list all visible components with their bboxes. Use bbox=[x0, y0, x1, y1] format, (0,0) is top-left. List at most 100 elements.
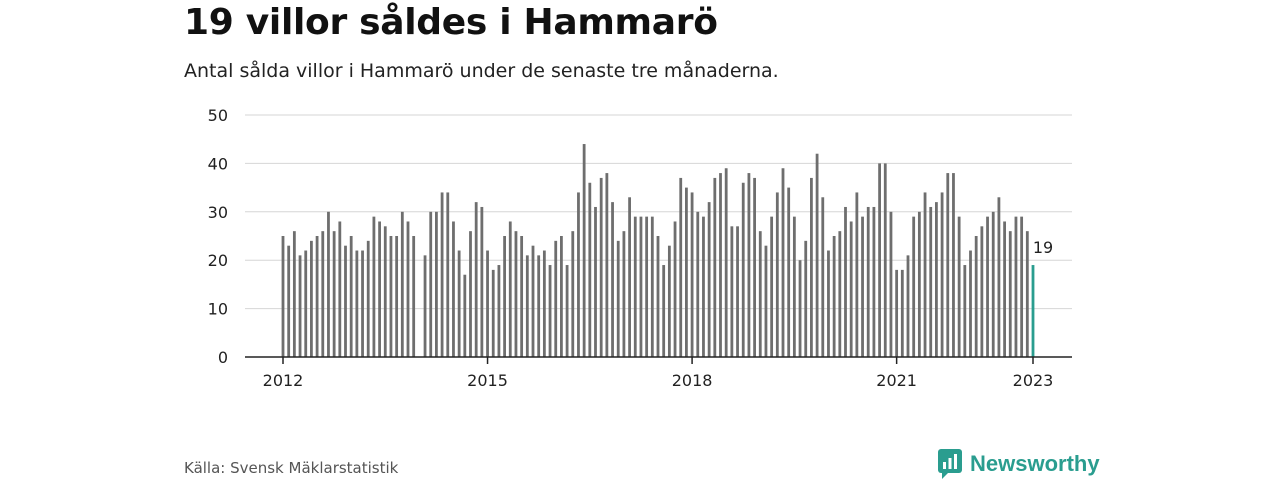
bar bbox=[292, 231, 296, 357]
bar bbox=[287, 245, 291, 357]
bar bbox=[406, 221, 410, 357]
bar bbox=[1025, 231, 1029, 357]
bar bbox=[736, 226, 739, 357]
bar bbox=[633, 216, 637, 357]
bar bbox=[599, 177, 603, 357]
highlight-bar bbox=[1031, 265, 1035, 357]
bar bbox=[491, 269, 495, 357]
bar bbox=[690, 192, 694, 357]
bar bbox=[582, 144, 586, 357]
bar bbox=[758, 231, 762, 357]
bar bbox=[838, 231, 842, 357]
bar bbox=[588, 182, 592, 357]
bar bbox=[622, 231, 626, 357]
bar bbox=[310, 240, 313, 357]
bar bbox=[440, 192, 444, 357]
bar bbox=[400, 211, 404, 357]
bar bbox=[775, 192, 779, 357]
bar bbox=[366, 240, 370, 357]
bar bbox=[912, 216, 916, 357]
bar bbox=[298, 255, 302, 357]
bar bbox=[537, 255, 541, 357]
bar bbox=[667, 245, 671, 357]
bar bbox=[514, 231, 518, 357]
bar bbox=[321, 231, 325, 357]
bar bbox=[844, 206, 847, 357]
bar bbox=[787, 187, 791, 357]
bar bbox=[792, 216, 796, 357]
bar bbox=[986, 216, 989, 357]
bar bbox=[304, 250, 308, 357]
bar bbox=[531, 245, 535, 357]
bar bbox=[281, 236, 285, 357]
bar bbox=[957, 216, 961, 357]
bar bbox=[855, 192, 859, 357]
bar bbox=[764, 245, 768, 357]
bar bbox=[1008, 231, 1012, 357]
bar bbox=[872, 206, 876, 357]
bar bbox=[900, 269, 904, 357]
grid-lines bbox=[245, 114, 1072, 310]
bar bbox=[480, 206, 484, 357]
bar bbox=[917, 211, 921, 357]
bar bbox=[906, 255, 910, 357]
bar bbox=[929, 206, 933, 357]
bar bbox=[645, 216, 649, 357]
x-tick-label: 2015 bbox=[467, 371, 508, 390]
bar bbox=[372, 216, 376, 357]
bar bbox=[435, 211, 438, 357]
bar bbox=[429, 211, 433, 357]
bar bbox=[866, 206, 870, 357]
bar bbox=[628, 197, 631, 357]
bar bbox=[673, 221, 677, 357]
bar bbox=[719, 173, 722, 357]
bar bbox=[753, 177, 756, 357]
bar bbox=[605, 173, 609, 357]
bar bbox=[883, 163, 887, 357]
bar bbox=[832, 236, 836, 357]
bar bbox=[895, 269, 899, 357]
bar bbox=[935, 202, 938, 357]
bar bbox=[781, 168, 785, 357]
x-tick-label: 2023 bbox=[1013, 371, 1054, 390]
bar bbox=[974, 236, 978, 357]
bar bbox=[639, 216, 643, 357]
bar bbox=[344, 245, 347, 357]
bar bbox=[315, 236, 319, 357]
bar bbox=[525, 255, 529, 357]
bar bbox=[355, 250, 359, 357]
bar bbox=[741, 182, 745, 357]
bar bbox=[412, 236, 416, 357]
bar bbox=[946, 173, 950, 357]
y-tick-label: 0 bbox=[218, 348, 228, 367]
bar bbox=[378, 221, 381, 357]
y-tick-label: 40 bbox=[208, 154, 228, 173]
bar-chart: 0 10 20 30 40 50 2012 2015 2018 2021 2023 19 bbox=[208, 106, 1072, 390]
bar bbox=[804, 240, 808, 357]
bar bbox=[383, 226, 387, 357]
bar bbox=[469, 231, 472, 357]
bar bbox=[730, 226, 734, 357]
bar bbox=[577, 192, 580, 357]
highlight-value-label: 19 bbox=[1033, 238, 1053, 257]
bar bbox=[878, 163, 881, 357]
bar bbox=[849, 221, 853, 357]
bar bbox=[923, 192, 927, 357]
chart-subtitle: Antal sålda villor i Hammarö under de se… bbox=[184, 60, 779, 82]
bar bbox=[554, 240, 558, 357]
bar bbox=[486, 250, 489, 357]
bar bbox=[747, 173, 751, 357]
bar bbox=[332, 231, 336, 357]
bar bbox=[1003, 221, 1006, 357]
bar bbox=[452, 221, 455, 357]
bar bbox=[662, 265, 666, 357]
bar bbox=[991, 211, 995, 357]
x-tick-label: 2021 bbox=[876, 371, 917, 390]
newsworthy-logo-icon bbox=[938, 449, 962, 479]
bar bbox=[338, 221, 342, 357]
bar bbox=[497, 265, 501, 357]
bar bbox=[827, 250, 830, 357]
bar bbox=[656, 236, 660, 357]
bar bbox=[650, 216, 654, 357]
bar bbox=[997, 197, 1001, 357]
